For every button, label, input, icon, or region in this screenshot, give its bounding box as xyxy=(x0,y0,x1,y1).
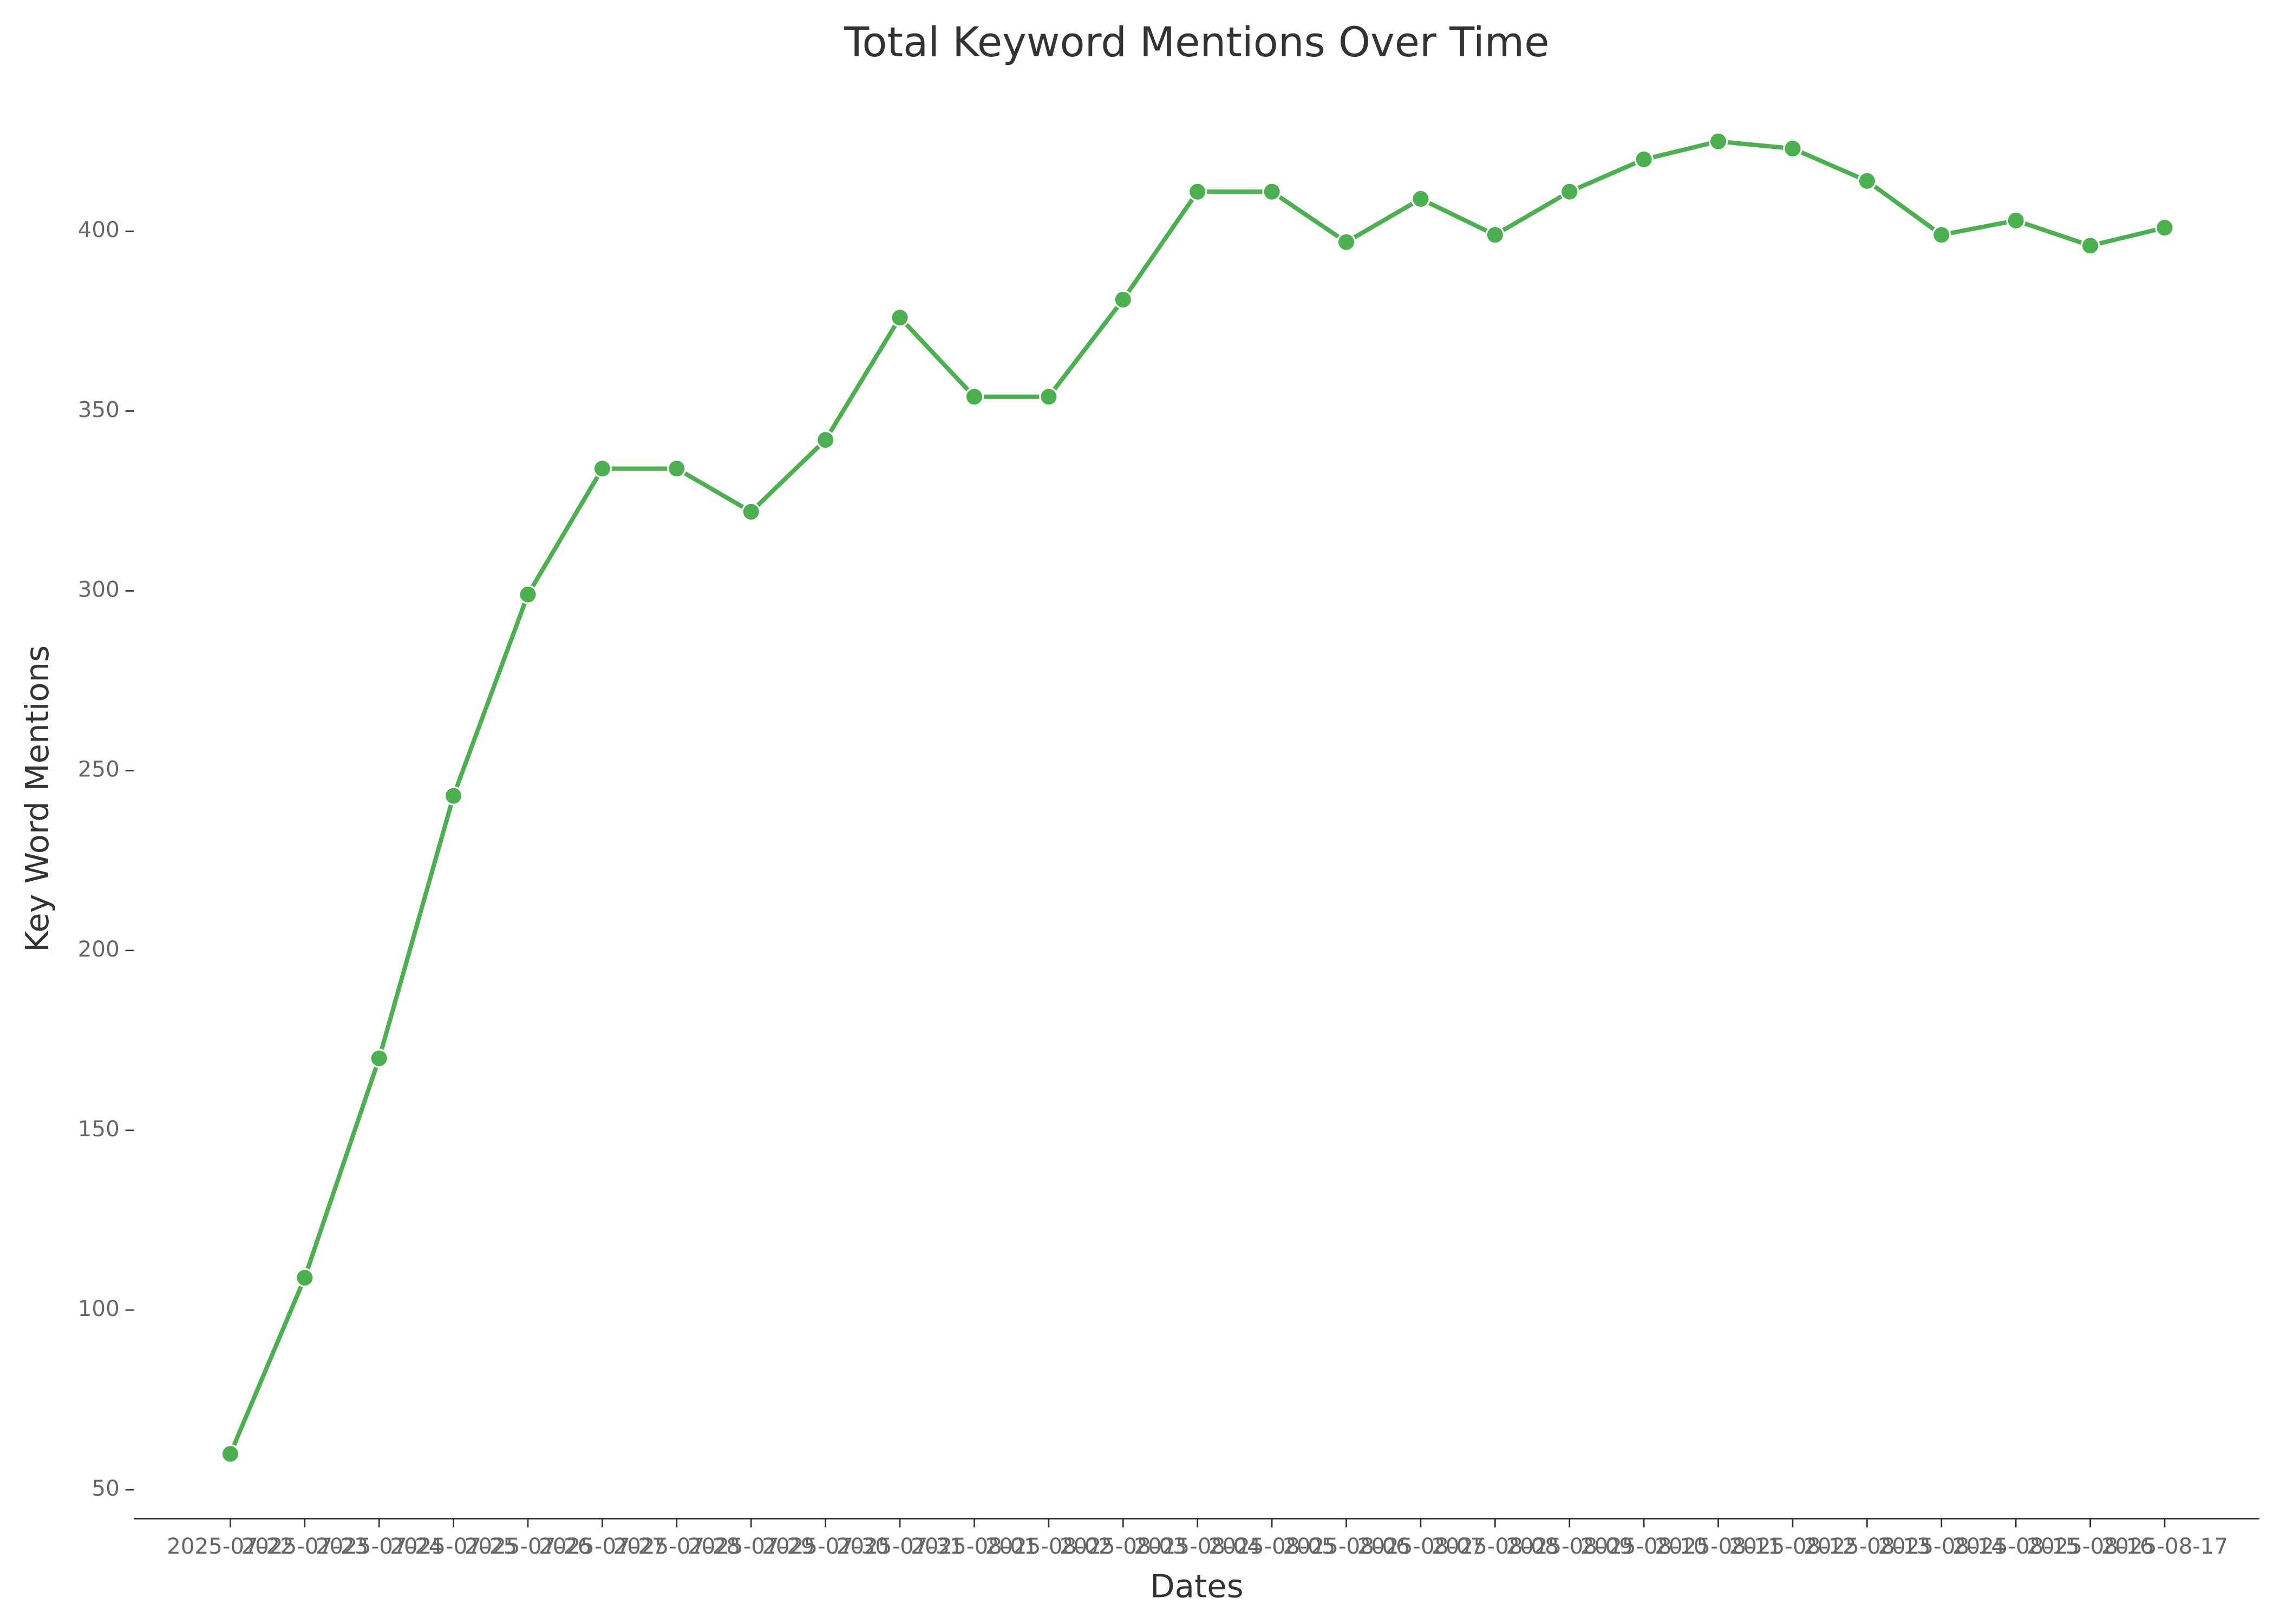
x-tick-label: 2025-08-14 xyxy=(1878,1534,2005,1559)
x-tick-label: 2025-07-29 xyxy=(688,1534,815,1559)
x-tick-label: 2025-07-22 xyxy=(167,1534,294,1559)
x-tick-label: 2025-08-12 xyxy=(1729,1534,1857,1559)
point xyxy=(1783,139,1802,159)
point xyxy=(1262,182,1282,201)
y-tick-label: 250 xyxy=(78,757,120,782)
y-tick-label: 200 xyxy=(78,937,120,962)
point xyxy=(1039,387,1058,407)
x-tick-label: 2025-07-30 xyxy=(762,1534,889,1559)
x-tick-label: 2025-08-08 xyxy=(1432,1534,1559,1559)
x-tick-label: 2025-08-16 xyxy=(2027,1534,2154,1559)
x-tick-label: 2025-08-03 xyxy=(1060,1534,1187,1559)
point xyxy=(1560,182,1579,201)
y-tick-label: 150 xyxy=(78,1116,120,1142)
point xyxy=(1113,290,1133,310)
point xyxy=(1411,189,1430,209)
x-axis-label: Dates xyxy=(1150,1568,1243,1605)
chart-title: Total Keyword Mentions Over Time xyxy=(844,18,1549,66)
x-tick-label: 2025-08-13 xyxy=(1803,1534,1931,1559)
x-tick-label: 2025-08-01 xyxy=(911,1534,1038,1559)
point xyxy=(295,1268,315,1288)
y-tick-label: 50 xyxy=(92,1476,119,1501)
x-tick-label: 2025-08-06 xyxy=(1283,1534,1410,1559)
point xyxy=(964,387,984,407)
point xyxy=(518,585,538,604)
point xyxy=(220,1444,240,1464)
x-tick-label: 2025-08-15 xyxy=(1952,1534,2080,1559)
x-tick-label: 2025-08-07 xyxy=(1357,1534,1485,1559)
point xyxy=(443,786,463,806)
x-tick-label: 2025-07-26 xyxy=(465,1534,592,1559)
x-tick-label: 2025-07-24 xyxy=(316,1534,443,1559)
y-tick-label: 400 xyxy=(78,217,120,243)
x-tick-label: 2025-07-31 xyxy=(837,1534,964,1559)
line xyxy=(228,139,2166,1455)
point xyxy=(592,459,612,479)
y-tick-label: 100 xyxy=(78,1296,120,1321)
x-tick-label: 2025-07-25 xyxy=(390,1534,517,1559)
point xyxy=(890,307,910,328)
x-tick-label: 2025-08-10 xyxy=(1580,1534,1708,1559)
y-tick-label: 300 xyxy=(78,577,120,603)
x-tick-label: 2025-07-23 xyxy=(241,1534,368,1559)
point xyxy=(1634,149,1654,169)
x-tick-label: 2025-08-11 xyxy=(1655,1534,1782,1559)
point xyxy=(1708,132,1728,151)
y-axis-label: Key Word Mentions xyxy=(18,645,56,952)
point xyxy=(741,502,761,522)
point xyxy=(1336,232,1356,252)
point xyxy=(1187,182,1207,201)
point xyxy=(2080,236,2100,256)
x-tick-label: 2025-08-04 xyxy=(1134,1534,1261,1559)
x-tick-label: 2025-07-27 xyxy=(539,1534,666,1559)
point xyxy=(667,459,687,479)
point xyxy=(2155,218,2174,238)
point xyxy=(1932,225,1951,245)
point xyxy=(2006,211,2026,231)
x-tick-label: 2025-08-05 xyxy=(1208,1534,1336,1559)
x-tick-label: 2025-08-09 xyxy=(1506,1534,1633,1559)
point xyxy=(815,430,835,450)
point xyxy=(1857,171,1877,191)
x-tick-label: 2025-07-28 xyxy=(613,1534,741,1559)
y-tick-label: 350 xyxy=(78,397,120,422)
x-tick-label: 2025-08-17 xyxy=(2101,1534,2229,1559)
x-tick-label: 2025-08-02 xyxy=(985,1534,1113,1559)
point xyxy=(1485,225,1505,245)
point xyxy=(369,1049,389,1068)
